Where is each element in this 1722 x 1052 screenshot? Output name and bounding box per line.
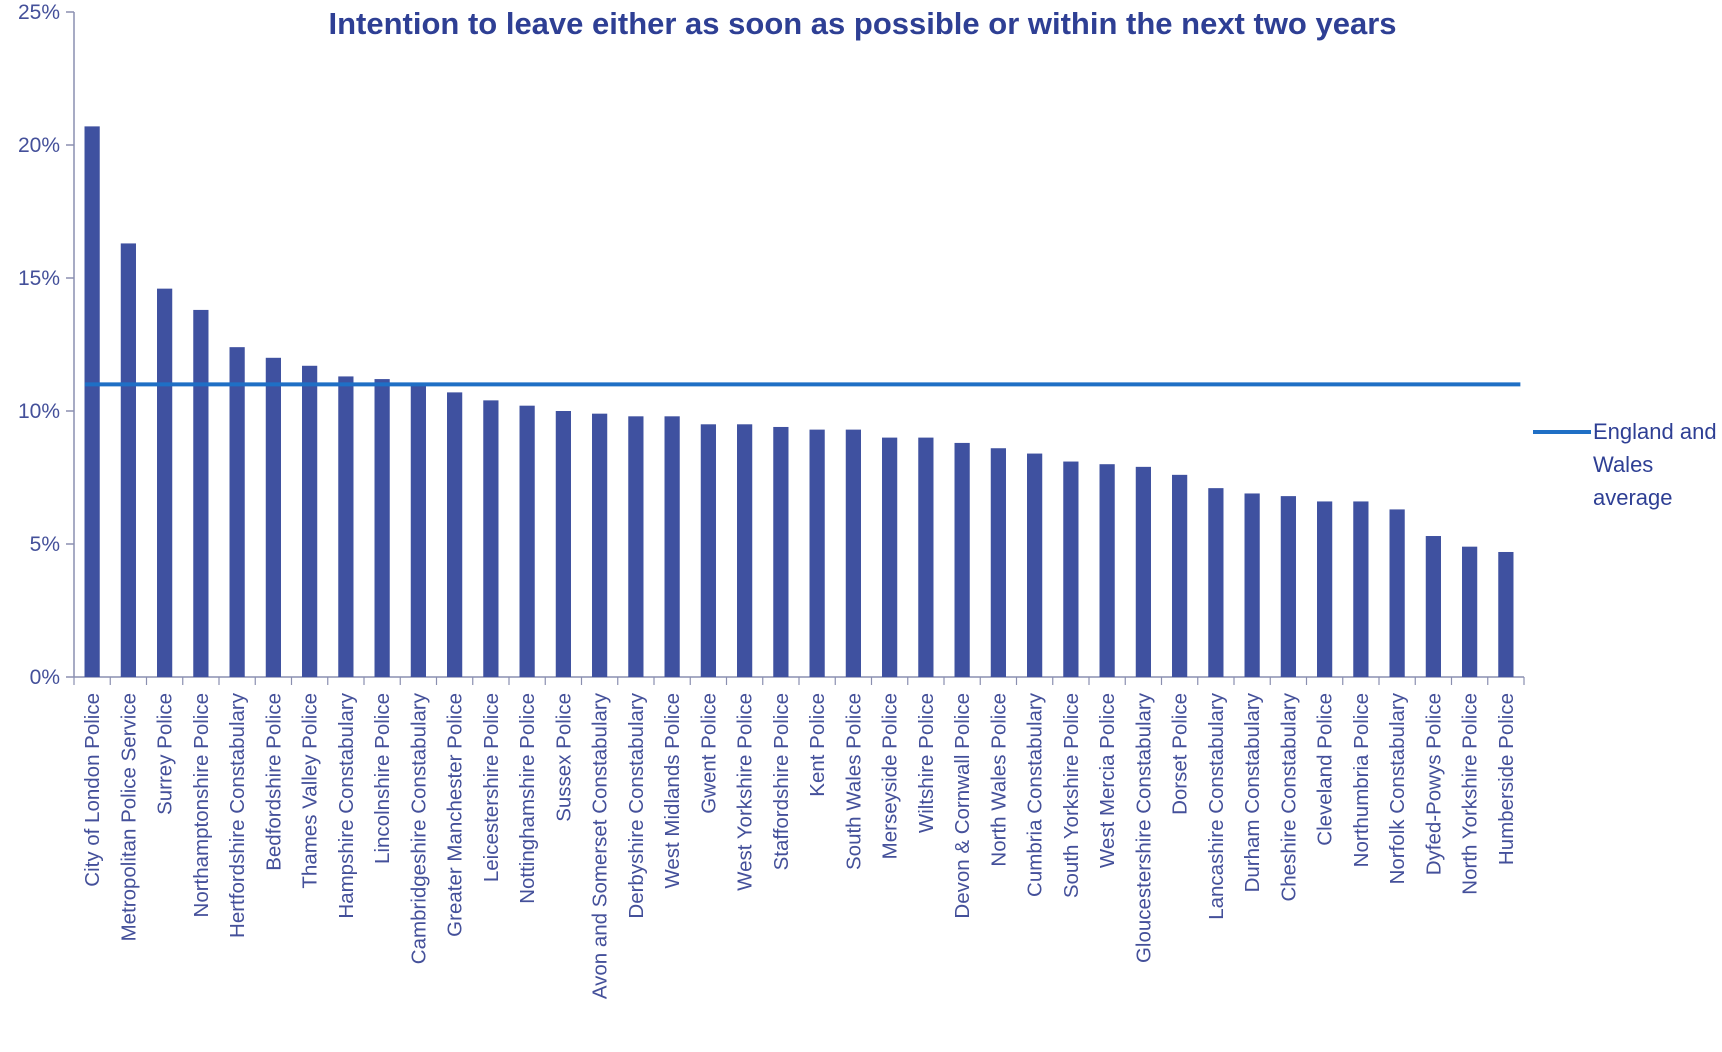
bar bbox=[483, 400, 499, 677]
bar bbox=[845, 429, 861, 677]
x-category-label: Humberside Police bbox=[1495, 693, 1518, 865]
bar bbox=[120, 243, 136, 678]
bars-layer bbox=[84, 126, 1514, 678]
bar bbox=[1099, 464, 1115, 677]
bar bbox=[447, 392, 463, 677]
x-category-label: Cambridgeshire Constabulary bbox=[407, 692, 430, 964]
x-category-label: North Wales Police bbox=[987, 693, 1010, 867]
x-category-label: Northumbria Police bbox=[1350, 693, 1373, 867]
bar bbox=[592, 413, 608, 677]
y-tick-label: 20% bbox=[18, 134, 60, 157]
bar bbox=[1172, 474, 1188, 677]
x-category-label: West Midlands Police bbox=[661, 693, 684, 889]
bar bbox=[1498, 551, 1514, 677]
x-category-label: Norfolk Constabulary bbox=[1386, 692, 1409, 884]
x-category-label: Bedfordshire Police bbox=[262, 693, 285, 871]
x-category-label: Northamptonshire Police bbox=[190, 693, 213, 917]
x-category-label: Nottinghamshire Police bbox=[516, 693, 539, 904]
bar bbox=[157, 288, 173, 677]
bar bbox=[1425, 536, 1441, 677]
x-category-label: Sussex Police bbox=[552, 693, 575, 822]
bar bbox=[1353, 501, 1369, 677]
x-category-label: West Mercia Police bbox=[1096, 693, 1119, 868]
y-tick-label: 15% bbox=[18, 267, 60, 290]
bar bbox=[265, 357, 281, 677]
x-category-label: Merseyside Police bbox=[879, 693, 902, 859]
x-category-label: Kent Police bbox=[806, 693, 829, 797]
x-category-label: Hampshire Constabulary bbox=[335, 692, 358, 918]
labels-layer: 0% 5% 10% 15% 20% 25% City of London Police Met… bbox=[18, 1, 1518, 999]
bar bbox=[664, 416, 680, 677]
x-category-label: Avon and Somerset Constabulary bbox=[589, 692, 612, 999]
x-category-label: West Yorkshire Police bbox=[734, 693, 757, 891]
bar bbox=[338, 376, 354, 677]
x-category-label: South Wales Police bbox=[842, 693, 865, 870]
bar bbox=[1208, 488, 1224, 677]
y-tick-label: 5% bbox=[30, 533, 60, 556]
bar bbox=[700, 424, 716, 677]
x-category-label: Wiltshire Police bbox=[915, 693, 938, 833]
x-category-label: Hertfordshire Constabulary bbox=[226, 692, 249, 938]
x-category-label: Dorset Police bbox=[1169, 693, 1192, 815]
bar bbox=[410, 384, 426, 677]
x-category-label: Leicestershire Police bbox=[480, 693, 503, 882]
bar bbox=[882, 437, 898, 677]
x-category-label: Dyfed-Powys Police bbox=[1422, 693, 1445, 875]
bar bbox=[519, 405, 535, 677]
axes-layer bbox=[66, 11, 1525, 685]
x-category-label: Gwent Police bbox=[697, 693, 720, 814]
y-tick-label: 10% bbox=[18, 400, 60, 423]
bar bbox=[773, 426, 789, 677]
bar bbox=[918, 437, 934, 677]
bar bbox=[1135, 466, 1151, 677]
y-tick-label: 0% bbox=[30, 666, 60, 689]
x-category-label: North Yorkshire Police bbox=[1459, 693, 1482, 895]
bar bbox=[1462, 546, 1478, 677]
y-tick-label: 25% bbox=[18, 1, 60, 24]
bar bbox=[84, 126, 100, 677]
bar bbox=[737, 424, 753, 677]
x-category-label: Lancashire Constabulary bbox=[1205, 692, 1228, 920]
legend-average-line-swatch bbox=[1533, 430, 1591, 434]
bar bbox=[555, 411, 571, 677]
bar bbox=[1280, 496, 1296, 677]
x-category-label: Greater Manchester Police bbox=[444, 693, 467, 937]
bar bbox=[809, 429, 825, 677]
bar bbox=[1063, 461, 1079, 677]
bar bbox=[302, 365, 318, 677]
x-category-label: City of London Police bbox=[81, 693, 104, 887]
x-category-label: Cleveland Police bbox=[1314, 693, 1337, 846]
legend-average-label: England and Wales average bbox=[1593, 419, 1717, 510]
x-category-label: Durham Constabulary bbox=[1241, 692, 1264, 892]
x-category-label: Gloucestershire Constabulary bbox=[1132, 692, 1155, 963]
bar bbox=[628, 416, 644, 677]
x-category-label: Thames Valley Police bbox=[299, 693, 322, 889]
bar bbox=[990, 448, 1006, 677]
bar bbox=[954, 442, 970, 677]
bar bbox=[193, 309, 209, 677]
x-category-label: Cumbria Constabulary bbox=[1024, 692, 1047, 897]
bar bbox=[229, 347, 245, 677]
chart-title: Intention to leave either as soon as pos… bbox=[328, 6, 1397, 41]
x-category-label: Devon & Cornwall Police bbox=[951, 693, 974, 919]
bar bbox=[374, 379, 390, 677]
x-category-label: Metropolitan Police Service bbox=[117, 693, 140, 941]
x-category-label: Derbyshire Constabulary bbox=[625, 692, 648, 918]
bar bbox=[1244, 493, 1260, 677]
x-category-label: Cheshire Constabulary bbox=[1277, 692, 1300, 901]
x-category-label: Surrey Police bbox=[154, 693, 177, 815]
x-category-label: Staffordshire Police bbox=[770, 693, 793, 870]
x-category-label: Lincolnshire Police bbox=[371, 693, 394, 864]
x-category-label: South Yorkshire Police bbox=[1060, 693, 1083, 898]
bar bbox=[1389, 509, 1405, 677]
bar bbox=[1317, 501, 1333, 677]
bar bbox=[1027, 453, 1043, 677]
